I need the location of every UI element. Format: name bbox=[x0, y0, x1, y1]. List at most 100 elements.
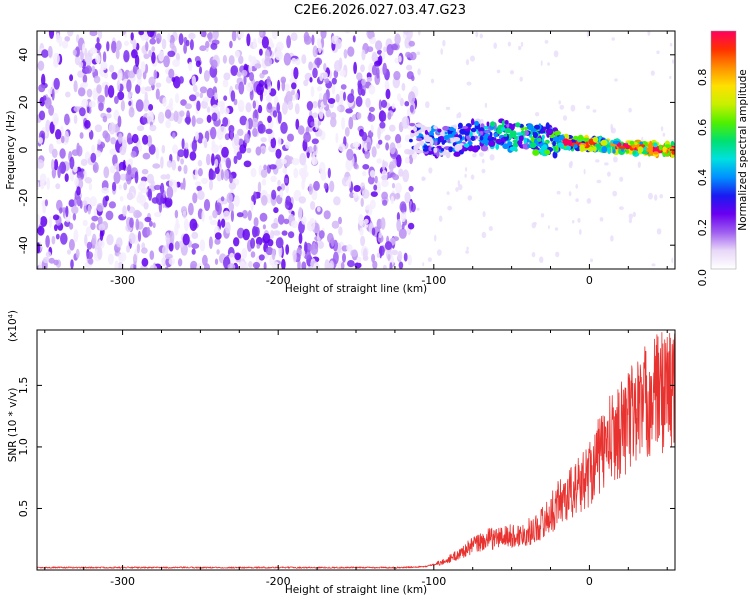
spectrogram-noise-cell bbox=[366, 31, 374, 39]
spectrogram-signal-cell bbox=[552, 136, 560, 143]
spectrogram-signal-cell bbox=[447, 133, 455, 138]
spectrogram-noise-cell bbox=[270, 137, 277, 149]
spectrogram-noise-cell bbox=[368, 106, 375, 113]
spectrogram-signal-cell bbox=[422, 148, 429, 152]
spectrogram-noise-cell bbox=[160, 182, 165, 195]
spectrogram-noise-cell bbox=[223, 169, 230, 181]
spectrogram-noise-cell bbox=[316, 206, 321, 212]
spectrogram-noise-cell bbox=[128, 91, 133, 97]
spectrogram-noise-cell bbox=[127, 164, 132, 176]
spectrogram-noise-cell bbox=[274, 50, 283, 61]
spectrogram-noise-cell bbox=[71, 205, 79, 215]
spectrogram-noise-cell bbox=[384, 134, 391, 141]
spectrogram-noise-cell bbox=[275, 237, 284, 249]
spectrogram-noise-cell bbox=[113, 109, 120, 121]
spectrogram-noise-cell bbox=[155, 88, 160, 100]
spectrogram-noise-cell bbox=[123, 182, 128, 191]
spectrogram-signal-cell bbox=[448, 126, 455, 131]
spectrogram-noise-cell bbox=[82, 43, 86, 54]
spectrogram-noise-cell bbox=[383, 264, 387, 269]
spectrogram-noise-cell bbox=[248, 54, 253, 63]
spectrogram-noise-cell bbox=[298, 196, 306, 204]
spectrogram-noise-cell bbox=[291, 82, 297, 90]
spectrogram-noise-cell bbox=[211, 140, 216, 148]
spectrogram-noise-cell bbox=[312, 67, 318, 79]
spectrogram-noise-cell bbox=[55, 183, 61, 190]
spectrogram-noise-cell bbox=[252, 38, 257, 49]
spectrogram-noise-cell bbox=[51, 88, 55, 101]
spectrogram-noise-cell bbox=[39, 173, 47, 183]
spectrogram-noise-cell bbox=[356, 112, 362, 120]
spectrogram-noise-cell bbox=[352, 141, 360, 148]
spectrogram-noise-cell bbox=[260, 137, 267, 143]
spectrogram-noise-cell bbox=[48, 257, 55, 264]
spectrogram-signal-cell bbox=[454, 144, 461, 152]
spectrogram-noise-cell bbox=[261, 36, 269, 49]
spectrogram-noise-cell bbox=[321, 71, 328, 80]
spectrogram-noise-cell bbox=[333, 251, 339, 265]
spectrogram-noise-cell bbox=[311, 138, 319, 145]
spectrogram-noise-cell bbox=[216, 172, 222, 182]
spectrogram-speckle-cell bbox=[446, 191, 450, 196]
spectrogram-signal-cell bbox=[541, 145, 545, 150]
spectrogram-noise-cell bbox=[338, 216, 342, 225]
spectrogram-noise-cell bbox=[206, 153, 211, 166]
spectrogram-speckle-cell bbox=[466, 81, 472, 86]
spectrogram-noise-cell bbox=[273, 207, 279, 214]
spectrogram-noise-cell bbox=[199, 66, 202, 75]
spectrogram-noise-cell bbox=[111, 72, 118, 80]
spectrogram-noise-cell bbox=[158, 50, 165, 62]
spectrogram-signal-cell bbox=[637, 146, 644, 153]
spectrogram-signal-cell bbox=[424, 129, 428, 135]
spectrogram-noise-cell bbox=[365, 97, 371, 108]
spectrogram-noise-cell bbox=[142, 152, 151, 160]
spectrogram-signal-cell bbox=[541, 134, 545, 140]
spectrogram-noise-cell bbox=[259, 48, 263, 56]
spectrogram-noise-cell bbox=[257, 104, 263, 114]
spectrogram-noise-cell bbox=[245, 102, 252, 113]
spectrogram-noise-cell bbox=[136, 194, 144, 204]
spectrogram-noise-cell bbox=[343, 49, 348, 59]
spectrogram-noise-cell bbox=[191, 75, 196, 86]
spectrogram-noise-cell bbox=[298, 232, 303, 244]
spectrogram-noise-cell bbox=[389, 142, 396, 155]
spectrogram-noise-cell bbox=[37, 214, 41, 227]
spectrogram-noise-cell bbox=[214, 232, 222, 240]
spectrogram-noise-cell bbox=[370, 124, 374, 133]
spectrogram-speckle-cell bbox=[539, 256, 544, 264]
spectrogram-noise-cell bbox=[262, 233, 271, 244]
spectrogram-noise-cell bbox=[285, 195, 292, 206]
spectrogram-noise-cell bbox=[229, 40, 233, 49]
spectrogram-noise-cell bbox=[320, 31, 327, 39]
spectrogram-noise-cell bbox=[223, 107, 230, 115]
spectrogram-noise-cell bbox=[51, 148, 58, 158]
spectrogram-noise-cell bbox=[176, 223, 180, 229]
spectrogram-noise-cell bbox=[196, 263, 204, 269]
spectrogram-noise-cell bbox=[233, 195, 240, 207]
spectrogram-signal-cell bbox=[486, 121, 490, 127]
spectrogram-noise-cell bbox=[61, 40, 69, 49]
spectrogram-noise-cell bbox=[93, 208, 98, 218]
spectrogram-noise-cell bbox=[81, 98, 89, 108]
spectrogram-noise-cell bbox=[365, 205, 371, 211]
spectrogram-signal-cell bbox=[577, 134, 584, 142]
spectrogram-noise-cell bbox=[370, 199, 376, 210]
spectrogram-noise-cell bbox=[403, 252, 408, 262]
spectrogram-speckle-cell bbox=[669, 75, 672, 80]
spectrogram-noise-cell bbox=[374, 60, 381, 67]
spectrogram-noise-cell bbox=[371, 253, 376, 263]
spectrogram-noise-cell bbox=[281, 230, 288, 236]
spectrogram-noise-cell bbox=[141, 176, 148, 182]
spectrogram-noise-cell bbox=[329, 260, 334, 269]
spectrogram-noise-cell bbox=[308, 61, 313, 71]
spectrogram-noise-cell bbox=[291, 89, 295, 96]
spectrogram-noise-cell bbox=[339, 69, 346, 77]
spectrogram-noise-cell bbox=[148, 144, 156, 155]
spectrogram-noise-cell bbox=[144, 91, 148, 104]
spectrogram-noise-cell bbox=[392, 174, 400, 181]
spectrogram-noise-cell bbox=[69, 222, 74, 230]
spectrogram-noise-cell bbox=[209, 179, 213, 191]
spectrogram-noise-cell bbox=[398, 168, 404, 177]
spectrogram-noise-cell bbox=[333, 69, 339, 79]
x-tick-label: -200 bbox=[266, 274, 291, 287]
